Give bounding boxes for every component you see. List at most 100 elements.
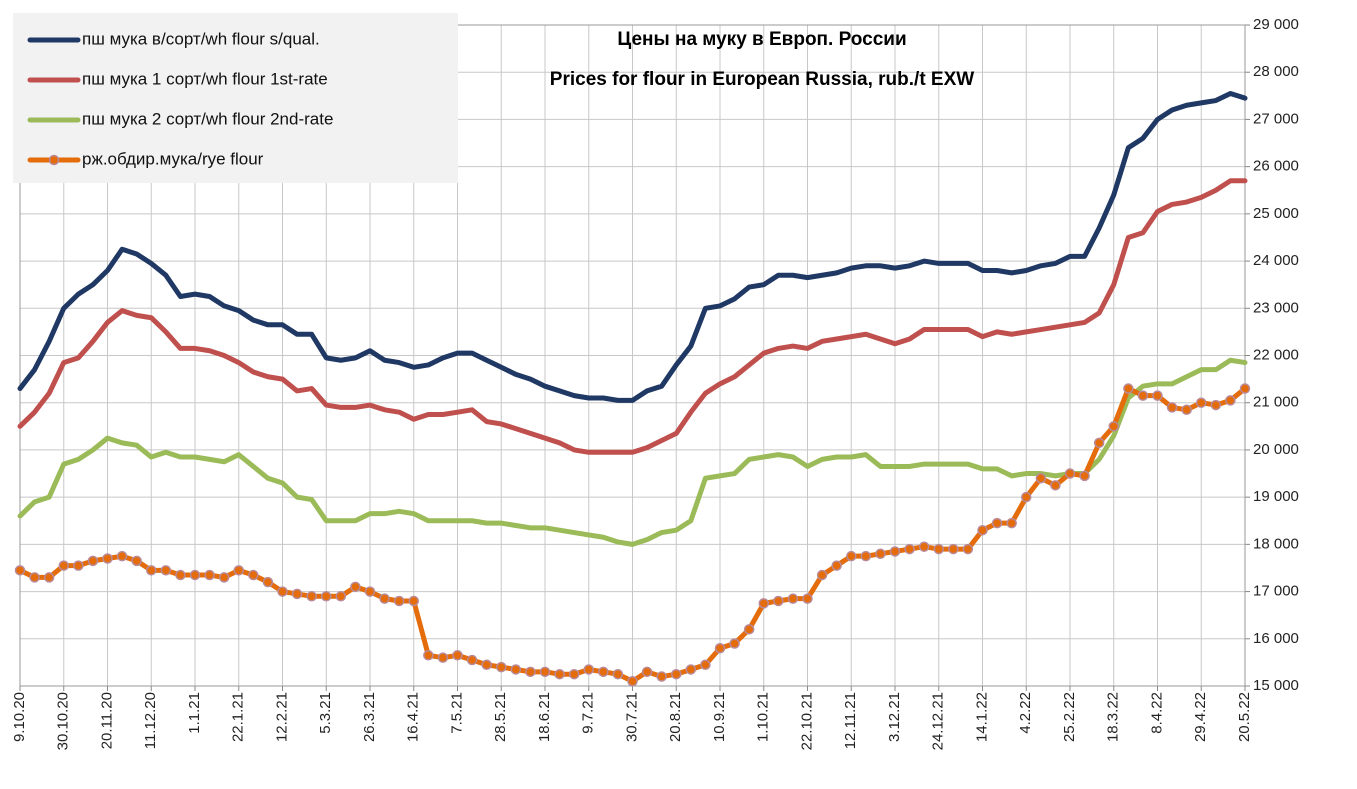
x-tick-label: 14.1.22 <box>973 692 990 742</box>
x-tick-label: 30.7.21 <box>623 692 640 742</box>
marker <box>131 555 142 567</box>
x-tick-label: 8.4.22 <box>1148 692 1165 734</box>
marker <box>350 581 361 593</box>
x-tick-label: 9.10.20 <box>11 692 28 742</box>
marker <box>262 576 274 588</box>
marker <box>1035 473 1047 484</box>
x-tick-label: 22.1.21 <box>230 692 247 742</box>
marker <box>204 569 215 581</box>
marker <box>904 543 915 555</box>
marker <box>510 664 522 675</box>
x-tick-label: 7.5.21 <box>448 692 465 734</box>
marker <box>58 560 69 571</box>
marker <box>1196 397 1207 408</box>
marker <box>408 595 419 607</box>
y-tick-label: 27 000 <box>1253 110 1299 127</box>
marker <box>977 524 988 536</box>
marker <box>14 565 26 576</box>
x-tick-label: 20.11.20 <box>98 692 115 749</box>
x-tick-label: 28.5.21 <box>492 692 509 742</box>
marker <box>773 595 784 607</box>
marker <box>729 638 740 649</box>
marker <box>787 593 799 604</box>
grid: 15 000 16 000 17 000 18 000 19 000 20 000 21 0… <box>11 16 1299 750</box>
marker <box>612 668 624 680</box>
marker <box>875 548 886 560</box>
marker <box>175 569 186 581</box>
marker <box>116 550 128 562</box>
x-tick-label: 10.9.21 <box>711 692 728 742</box>
marker <box>1166 402 1178 413</box>
marker <box>393 595 405 607</box>
x-tick-label: 30.10.20 <box>55 692 72 750</box>
marker <box>525 666 536 678</box>
x-tick-label: 5.3.21 <box>317 692 334 734</box>
marker <box>248 569 259 581</box>
x-tick-label: 1.10.21 <box>755 692 772 742</box>
y-tick-label: 20 000 <box>1253 441 1299 458</box>
marker <box>918 541 930 552</box>
marker <box>816 569 828 581</box>
marker <box>423 650 434 661</box>
marker <box>1123 383 1134 394</box>
y-tick-label: 18 000 <box>1253 535 1299 552</box>
marker <box>714 642 726 654</box>
x-tick-label: 9.7.21 <box>580 692 597 734</box>
marker <box>554 668 565 680</box>
marker <box>291 588 303 600</box>
marker <box>466 654 478 666</box>
x-tick-label: 22.10.21 <box>798 692 815 750</box>
y-tick-label: 23 000 <box>1253 299 1299 316</box>
marker <box>598 666 609 678</box>
marker <box>802 593 813 604</box>
marker <box>671 668 682 680</box>
marker <box>481 659 492 671</box>
marker <box>1108 421 1119 432</box>
y-tick-label: 21 000 <box>1253 394 1299 411</box>
marker <box>87 555 99 567</box>
marker <box>364 586 376 597</box>
legend-box <box>13 13 458 183</box>
marker <box>539 666 551 678</box>
x-tick-label: 29.4.22 <box>1192 692 1209 742</box>
marker <box>656 671 667 682</box>
marker <box>218 572 230 583</box>
marker <box>1137 390 1149 401</box>
marker <box>700 659 711 671</box>
marker <box>933 543 944 555</box>
marker <box>29 572 40 583</box>
line-series <box>17 178 1248 455</box>
y-tick-label: 16 000 <box>1253 630 1299 647</box>
x-tick-label: 12.2.21 <box>273 692 290 742</box>
y-tick-label: 17 000 <box>1253 583 1299 600</box>
marker <box>452 650 463 661</box>
y-tick-label: 19 000 <box>1253 488 1299 505</box>
marker <box>991 517 1003 529</box>
x-tick-label: 25.2.22 <box>1061 692 1078 742</box>
marker <box>743 624 755 635</box>
marker <box>437 652 449 663</box>
marker <box>846 550 857 562</box>
marker <box>73 560 84 571</box>
x-tick-label: 20.8.21 <box>667 692 684 742</box>
marker <box>1210 399 1222 411</box>
x-tick-label: 12.11.21 <box>842 692 859 749</box>
marker <box>306 591 317 602</box>
marker <box>627 676 638 687</box>
x-tick-label: 3.12.21 <box>886 692 903 742</box>
legend-label: пш мука 1 сорт/wh flour 1st-rate <box>82 69 328 88</box>
marker <box>146 565 157 576</box>
marker <box>189 569 201 581</box>
y-tick-label: 28 000 <box>1253 63 1299 80</box>
marker <box>1225 395 1236 406</box>
x-tick-label: 26.3.21 <box>361 692 378 742</box>
marker <box>860 550 872 562</box>
marker <box>758 598 769 609</box>
marker <box>583 664 594 675</box>
x-tick-label: 24.12.21 <box>930 692 947 750</box>
marker <box>685 664 697 675</box>
marker <box>1064 468 1076 479</box>
marker <box>1006 517 1017 529</box>
marker <box>1181 404 1192 416</box>
marker <box>831 560 842 571</box>
